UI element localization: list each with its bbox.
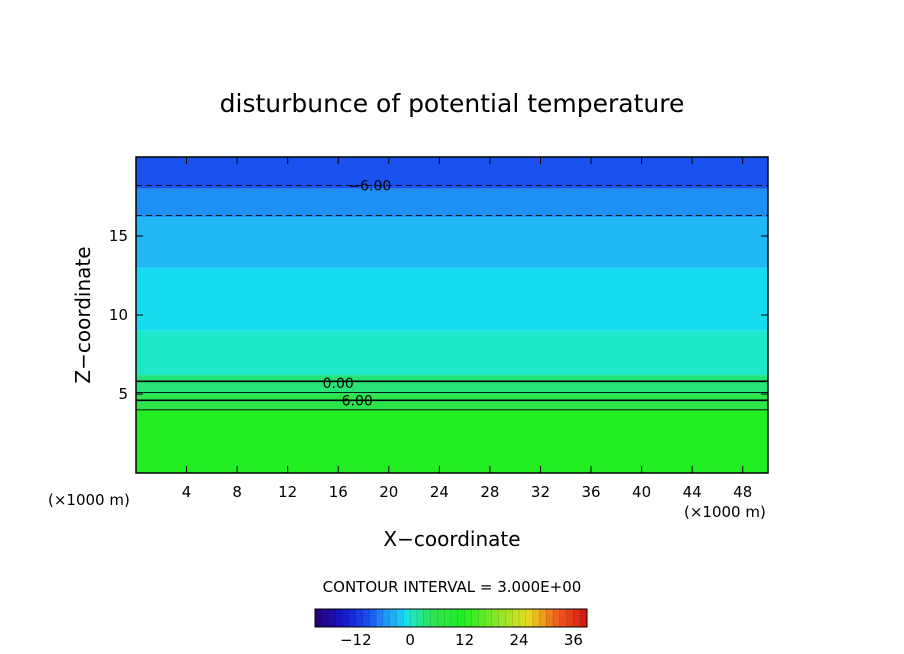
colorbar-cell (362, 608, 370, 628)
colorbar-cell (430, 608, 438, 628)
y-tick-label: 15 (109, 227, 128, 245)
colorbar-cell (525, 608, 534, 628)
colorbar-cell (423, 608, 432, 628)
colorbar-frame (314, 608, 588, 628)
x-tick-label: 28 (480, 483, 499, 501)
x-tick-label: 20 (379, 483, 398, 501)
x-tick-label: 8 (232, 483, 242, 501)
colorbar-cell (437, 608, 445, 628)
colorbar-cell (348, 608, 357, 628)
colorbar-cell (342, 608, 350, 628)
x-tick-label: 40 (632, 483, 651, 501)
colorbar-cell (546, 608, 554, 628)
contour-label: 0.00 (323, 376, 354, 392)
colorbar-cell (382, 608, 391, 628)
colorbar-cell (532, 608, 540, 628)
x-axis-title: X−coordinate (383, 527, 520, 551)
y-tick-label: 5 (118, 385, 128, 403)
x-tick-label: 24 (430, 483, 449, 501)
x-axis: 4 8 12 16 20 24 28 32 36 40 44 48 (182, 157, 752, 501)
colorbar-cell (478, 608, 486, 628)
contour-layer: −6.00 0.006.00 (136, 178, 768, 411)
y-axis: 5 10 15 (109, 227, 768, 403)
colorbar-cell (539, 608, 547, 628)
field-band (136, 267, 768, 331)
field-band (136, 394, 768, 410)
contour-interval-label: CONTOUR INTERVAL = 3.000E+00 (323, 578, 582, 596)
field-band (136, 375, 768, 394)
colorbar-cell (484, 608, 493, 628)
colorbar-cell (573, 608, 581, 628)
colorbar-cell (450, 608, 459, 628)
x-tick-label: 32 (531, 483, 550, 501)
y-tick-label: 10 (109, 306, 128, 324)
colorbar-tick-label: −12 (340, 631, 372, 649)
colorbar-ticks: −12 0 12 24 36 (340, 631, 583, 649)
x-tick-label: 48 (733, 483, 752, 501)
colorbar-cell (410, 608, 418, 628)
colorbar-cell (314, 608, 323, 628)
colorbar-cell (471, 608, 479, 628)
colorbar-cell (321, 608, 330, 628)
colorbar-cell (580, 608, 588, 628)
colorbar-cell (396, 608, 404, 628)
colorbar-cell (355, 608, 364, 628)
colorbar-cell (457, 608, 466, 628)
colorbar-cell (328, 608, 336, 628)
colorbar-cell (335, 608, 343, 628)
x-tick-label: 16 (329, 483, 348, 501)
field-band (136, 188, 768, 218)
contour-label: −6.00 (348, 178, 391, 194)
field-band (136, 409, 768, 473)
x-tick-label: 4 (182, 483, 192, 501)
colorbar-cell (559, 608, 568, 628)
x-tick-label: 36 (581, 483, 600, 501)
colorbar-tick-label: 24 (509, 631, 528, 649)
x-unit-label-left: (×1000 m) (48, 491, 130, 509)
colorbar-cell (512, 608, 520, 628)
field-layer (136, 157, 768, 473)
colorbar-cell (566, 608, 574, 628)
plot-area: −6.00 0.006.00 (135, 156, 769, 474)
contour-label: 6.00 (342, 393, 373, 409)
colorbar-cell (505, 608, 513, 628)
x-tick-label: 12 (278, 483, 297, 501)
colorbar-tick-label: 36 (564, 631, 583, 649)
colorbar-cell (376, 608, 384, 628)
colorbar-cell (403, 608, 411, 628)
colorbar-cell (369, 608, 377, 628)
colorbar-cell (518, 608, 527, 628)
colorbar-tick-label: 12 (455, 631, 474, 649)
colorbar-cell (498, 608, 506, 628)
field-band (136, 157, 768, 189)
chart-title: disturbunce of potential temperature (220, 89, 685, 118)
colorbar (314, 608, 588, 628)
colorbar-cell (444, 608, 452, 628)
colorbar-tick-label: 0 (405, 631, 415, 649)
colorbar-cell (416, 608, 425, 628)
y-axis-title: Z−coordinate (71, 246, 95, 383)
colorbar-cell (464, 608, 472, 628)
x-tick-label: 44 (683, 483, 702, 501)
colorbar-cell (552, 608, 561, 628)
field-band (136, 217, 768, 268)
colorbar-cell (491, 608, 500, 628)
x-unit-label-right: (×1000 m) (684, 503, 766, 521)
field-band (136, 330, 768, 376)
colorbar-cell (389, 608, 398, 628)
